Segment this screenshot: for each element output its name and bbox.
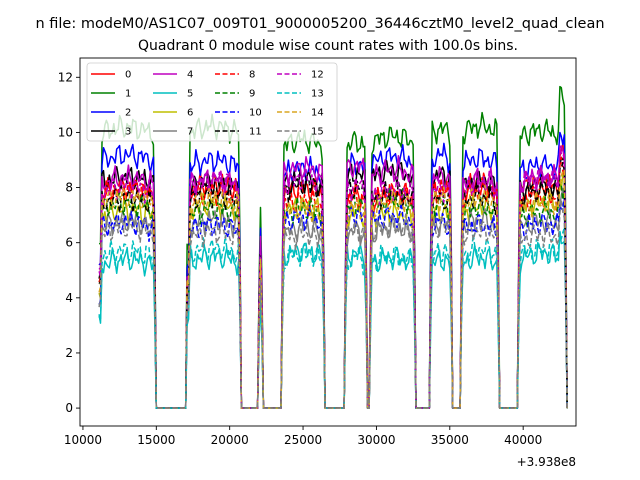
y-tick-label: 10 xyxy=(58,125,73,139)
legend-label: 8 xyxy=(249,70,255,81)
legend-label: 0 xyxy=(125,70,131,81)
x-tick: 30000 xyxy=(357,426,396,447)
y-axis: 0 2 4 6 8 10 12 xyxy=(58,70,80,415)
x-tick: 20000 xyxy=(211,426,249,447)
legend-label: 4 xyxy=(187,70,193,81)
x-offset-label: +3.938e8 xyxy=(517,455,576,469)
legend-label: 3 xyxy=(125,127,131,138)
x-tick: 10000 xyxy=(64,426,102,447)
x-tick: 35000 xyxy=(431,426,469,447)
chart-title: Quadrant 0 module wise count rates with … xyxy=(138,38,518,54)
x-tick-label: 10000 xyxy=(64,433,102,447)
y-tick: 10 xyxy=(58,125,80,139)
series-line-15 xyxy=(98,199,568,409)
legend-entry: 3 xyxy=(91,127,131,138)
x-tick: 40000 xyxy=(504,426,542,447)
legend-entry: 15 xyxy=(277,127,324,138)
x-tick-label: 25000 xyxy=(284,433,322,447)
legend-entry: 10 xyxy=(215,108,262,119)
legend-entry: 0 xyxy=(91,70,131,81)
y-tick-label: 0 xyxy=(65,401,73,415)
x-axis: 10000 15000 20000 25000 30000 35000 40000 xyxy=(64,426,542,447)
y-tick: 4 xyxy=(65,291,80,305)
legend-entry: 14 xyxy=(277,108,324,119)
x-tick-label: 20000 xyxy=(211,433,249,447)
x-tick-label: 30000 xyxy=(357,433,395,447)
y-tick: 8 xyxy=(65,181,80,195)
legend-entry: 11 xyxy=(215,127,262,138)
legend-box xyxy=(86,62,338,142)
y-tick: 6 xyxy=(65,236,80,250)
legend-entry: 8 xyxy=(215,70,255,81)
legend-label: 7 xyxy=(187,127,193,138)
legend-label: 6 xyxy=(187,108,193,119)
legend-entry: 6 xyxy=(153,108,193,119)
legend-label: 1 xyxy=(125,89,131,100)
legend-label: 11 xyxy=(249,127,262,138)
y-tick: 0 xyxy=(65,401,80,415)
legend-label: 12 xyxy=(311,70,324,81)
x-tick-label: 40000 xyxy=(504,433,542,447)
legend-entry: 9 xyxy=(215,89,255,100)
legend-label: 2 xyxy=(125,108,131,119)
legend-entry: 1 xyxy=(91,89,131,100)
legend-entry: 12 xyxy=(277,70,324,81)
y-tick-label: 6 xyxy=(65,236,73,250)
legend-label: 5 xyxy=(187,89,193,100)
y-tick-label: 4 xyxy=(65,291,73,305)
plot-area xyxy=(79,57,577,427)
y-tick: 12 xyxy=(58,70,80,84)
legend-label: 10 xyxy=(249,108,262,119)
x-tick-label: 15000 xyxy=(137,433,175,447)
y-tick-label: 8 xyxy=(65,181,73,195)
legend-entry: 5 xyxy=(153,89,193,100)
legend-entry: 2 xyxy=(91,108,131,119)
legend-entry: 4 xyxy=(153,70,193,81)
legend-label: 14 xyxy=(311,108,324,119)
x-tick: 25000 xyxy=(284,426,322,447)
axes-frame xyxy=(79,57,577,427)
legend-label: 9 xyxy=(249,89,255,100)
figure-suptitle: n file: modeM0/AS1C07_009T01_9000005200_… xyxy=(35,16,604,32)
y-tick-label: 2 xyxy=(65,346,73,360)
legend-label: 15 xyxy=(311,127,324,138)
y-tick: 2 xyxy=(65,346,80,360)
x-tick: 15000 xyxy=(137,426,175,447)
legend-entry: 7 xyxy=(153,127,193,138)
x-tick-label: 35000 xyxy=(431,433,469,447)
legend-label: 13 xyxy=(311,89,324,100)
series-group xyxy=(98,85,568,409)
y-tick-label: 12 xyxy=(58,70,73,84)
legend-entry: 13 xyxy=(277,89,324,100)
